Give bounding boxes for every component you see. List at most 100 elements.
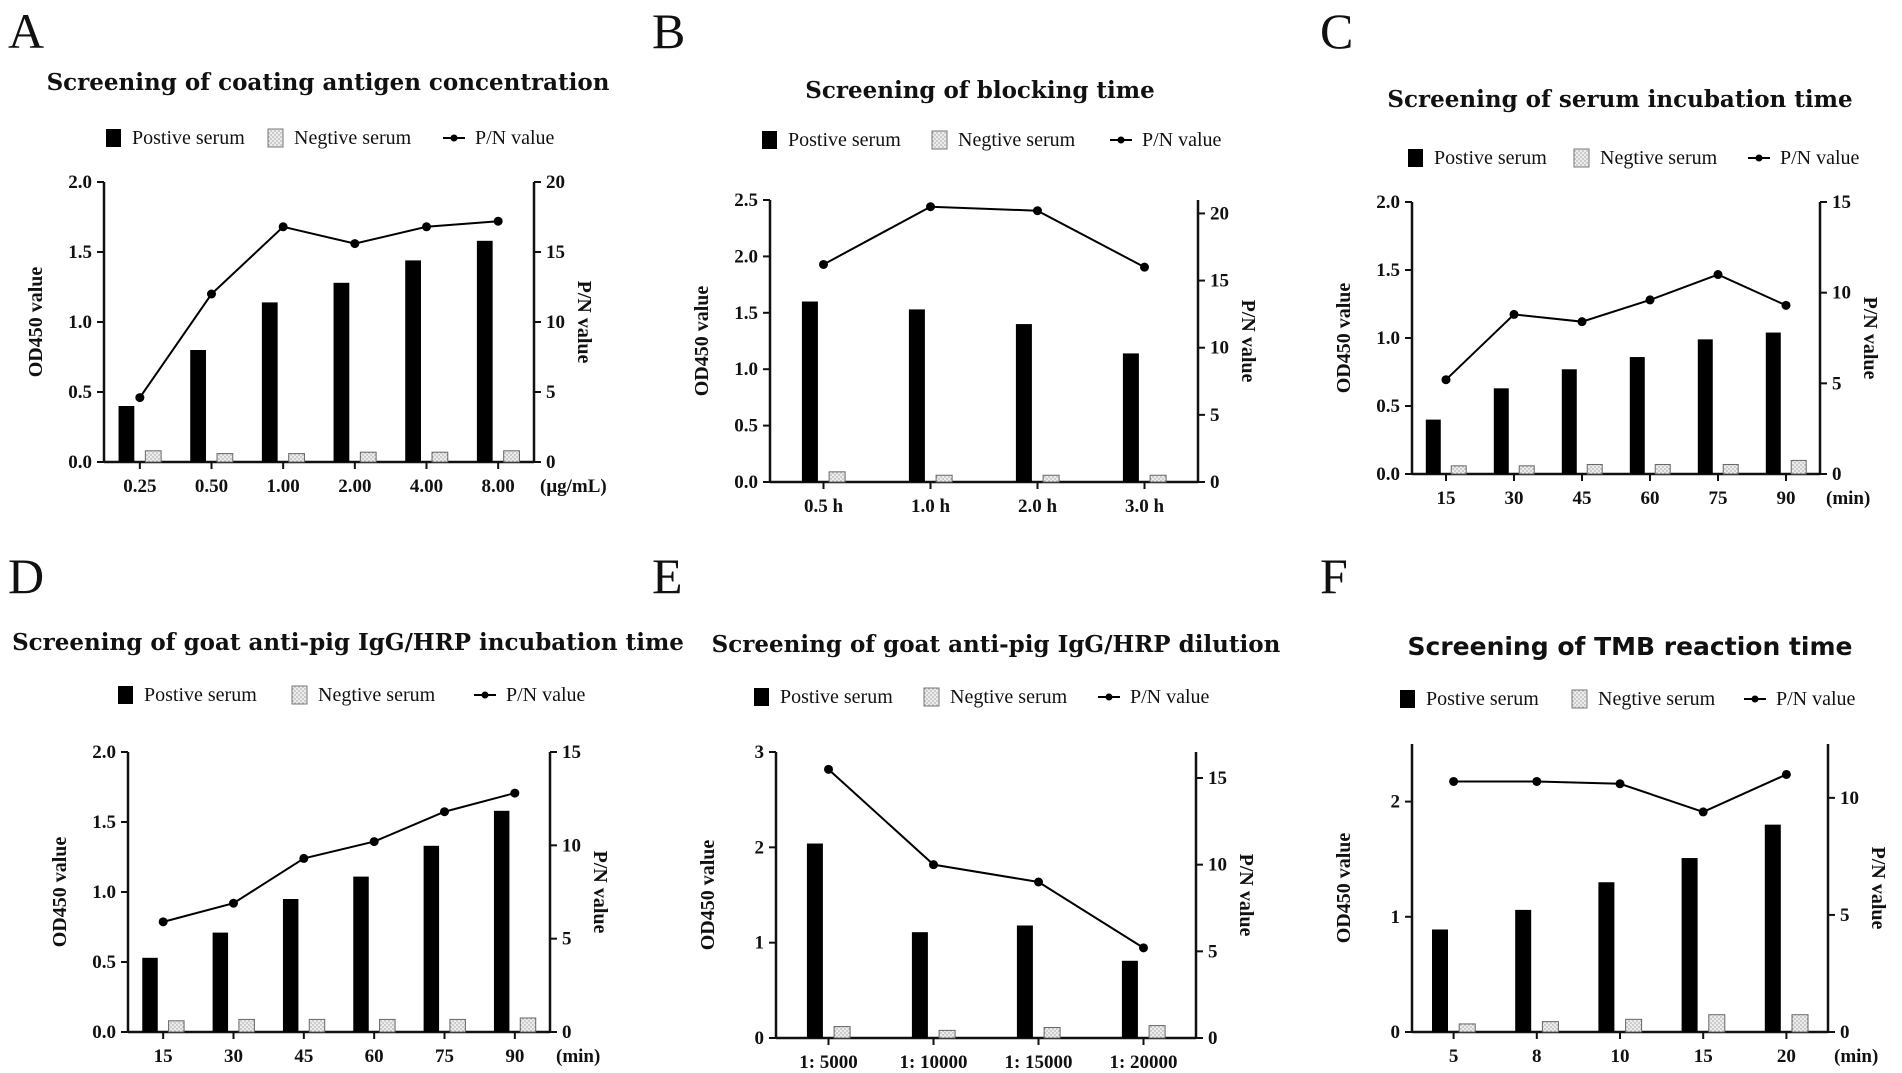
x-unit-label: (μg/mL) (540, 476, 607, 497)
bar-negative (1518, 465, 1535, 475)
legend-label-positive: Postive serum (144, 684, 257, 706)
bar-negative (519, 1017, 537, 1033)
y2-axis-label: P/N value (1859, 297, 1881, 380)
legend-marker-negative (291, 685, 308, 705)
x-unit-label: (min) (1826, 488, 1870, 509)
bar-positive (1765, 332, 1781, 474)
panel-label: F (1320, 548, 1348, 604)
legend-marker-pn-dot (1117, 136, 1125, 144)
y-tick-label: 3 (755, 742, 765, 763)
pn-point (369, 837, 379, 847)
bar-positive (1681, 858, 1698, 1032)
legend-marker-positive (118, 686, 133, 704)
legend-marker-positive (762, 131, 777, 149)
pn-point (1449, 776, 1459, 786)
y-tick-label: 0.5 (92, 952, 116, 973)
axes: 0.0 0.5 1.0 1.5 2.0 0 5 10 15 OD450 value P/N valu… (49, 742, 611, 1067)
chart-title: Screening of coating antigen concentrati… (47, 69, 610, 96)
y2-tick-label: 5 (562, 929, 572, 950)
y2-tick-label: 20 (546, 172, 565, 193)
pn-point (1577, 317, 1587, 327)
x-tick-label: 1.0 h (911, 496, 951, 517)
x-tick-label: 90 (505, 1046, 524, 1067)
bar-negative (216, 453, 234, 463)
bar-positive (261, 302, 278, 462)
chart-title: Screening of goat anti-pig IgG/HRP incub… (12, 629, 684, 656)
pn-line (1445, 273, 1787, 381)
chart-title: Screening of blocking time (805, 77, 1155, 104)
bar-positive (908, 309, 925, 482)
y-tick-label: 2 (1391, 792, 1401, 813)
legend-marker-negative (923, 687, 940, 707)
bars (801, 301, 1167, 483)
legend-label-negative: Negtive serum (1598, 688, 1716, 710)
bar-negative (1450, 465, 1467, 475)
bar-positive (190, 350, 206, 462)
bar-positive (1493, 388, 1509, 474)
legend-label-positive: Postive serum (780, 686, 893, 708)
y2-tick-label: 15 (546, 242, 565, 263)
x-tick-label: 0.50 (195, 476, 228, 497)
bar-positive (911, 932, 928, 1038)
chart-title: Screening of serum incubation time (1387, 86, 1852, 113)
x-tick-label: 8 (1532, 1046, 1542, 1067)
y-tick-label: 1.0 (1376, 328, 1400, 349)
bar-negative (288, 453, 305, 463)
pn-point (135, 393, 145, 403)
y-tick-label: 1.0 (68, 312, 92, 333)
y-tick-label: 1.5 (68, 242, 92, 263)
bar-negative (938, 1029, 956, 1039)
bar-positive (423, 845, 440, 1032)
x-tick-label: 2.00 (338, 476, 371, 497)
x-tick-label: 1: 15000 (1004, 1052, 1072, 1073)
chart-title: Screening of TMB reaction time (1408, 632, 1853, 661)
y2-tick-label: 15 (562, 742, 581, 763)
panel-f: F Screening of TMB reaction time Postive s… (1320, 548, 1889, 1067)
legend-marker-pn-dot (481, 691, 489, 699)
y-axis-label: OD450 value (697, 840, 719, 951)
bar-positive (142, 957, 158, 1032)
pn-point (1140, 262, 1149, 272)
bar-negative (1654, 463, 1671, 475)
y-tick-label: 0.5 (1376, 396, 1400, 417)
x-tick-label: 20 (1777, 1046, 1796, 1067)
bars (142, 810, 537, 1033)
bar-negative (1708, 1014, 1726, 1033)
legend-marker-pn-dot (1755, 154, 1763, 162)
y2-tick-label: 5 (1208, 941, 1218, 962)
y-tick-label: 0.0 (92, 1022, 116, 1043)
bars (118, 240, 520, 463)
y2-axis-label: P/N value (1237, 300, 1259, 383)
x-tick-label: 1: 5000 (799, 1052, 858, 1073)
y2-axis-label: P/N value (573, 281, 595, 364)
pn-point (1139, 943, 1148, 953)
legend-marker-positive (754, 688, 769, 706)
y-tick-label: 1.5 (1376, 260, 1400, 281)
legend-label-pn: P/N value (506, 684, 586, 706)
bar-negative (1722, 463, 1739, 475)
pn-line (827, 768, 1145, 949)
y2-tick-label: 10 (1840, 788, 1859, 809)
bar-negative (935, 474, 953, 483)
legend-label-negative: Negtive serum (318, 684, 436, 706)
y-axis-label: OD450 value (25, 267, 47, 378)
pn-point (1698, 807, 1708, 817)
y-axis-label: OD450 value (1333, 283, 1355, 394)
pn-point (1713, 270, 1723, 280)
bar-negative (1625, 1018, 1643, 1033)
legend-label-negative: Negtive serum (1600, 147, 1718, 169)
bar-negative (308, 1018, 326, 1033)
legend-marker-positive (1400, 690, 1415, 708)
pn-point (350, 239, 360, 249)
x-tick-label: 30 (224, 1046, 243, 1067)
bar-negative (1586, 463, 1603, 475)
y2-tick-label: 0 (546, 452, 556, 473)
x-tick-label: 15 (154, 1046, 173, 1067)
y2-tick-label: 10 (1208, 855, 1227, 876)
legend-marker-positive (1408, 149, 1423, 167)
panel-d: D Screening of goat anti-pig IgG/HRP incu… (8, 548, 684, 1067)
y2-tick-label: 5 (1840, 905, 1850, 926)
y2-tick-label: 15 (1208, 768, 1227, 789)
y-tick-label: 2.0 (1376, 192, 1400, 213)
